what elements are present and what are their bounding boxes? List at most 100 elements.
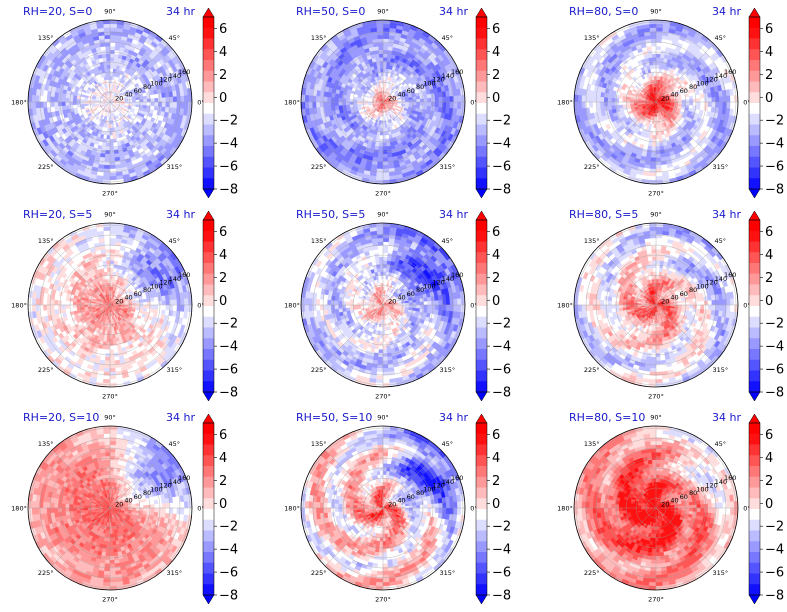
field-cell <box>707 101 713 108</box>
field-cell <box>65 101 70 107</box>
field-cell <box>326 96 332 103</box>
field-cell <box>423 101 428 107</box>
field-cell <box>378 53 384 58</box>
colorbar-band <box>476 113 487 125</box>
field-cell <box>83 99 88 103</box>
field-cell <box>109 138 114 144</box>
field-cell <box>106 138 111 144</box>
field-cell <box>382 164 390 170</box>
field-cell <box>655 172 663 177</box>
colorbar-band <box>749 124 760 136</box>
field-cell <box>103 172 111 177</box>
field-cell <box>378 146 384 151</box>
angle-tick-label: 225° <box>311 163 327 171</box>
field-cell <box>382 146 388 151</box>
colorbar-band <box>749 135 760 147</box>
field-cell <box>31 94 36 103</box>
panel-time-label: 34 hr <box>166 5 195 18</box>
radial-tick-label: 60 <box>407 87 415 95</box>
field-cell <box>655 23 664 28</box>
field-cell <box>102 138 107 144</box>
field-cell <box>655 57 661 62</box>
colorbar-tick-label: −4 <box>492 137 511 152</box>
field-cell <box>382 27 390 32</box>
field-cell <box>180 95 185 103</box>
field-cell <box>68 101 74 106</box>
field-cell <box>386 60 391 66</box>
field-cell <box>416 101 421 106</box>
field-cell <box>707 96 713 103</box>
field-cell <box>730 94 735 103</box>
colorbar-band <box>749 49 760 61</box>
field-cell <box>655 42 662 47</box>
angle-tick-label: 180° <box>11 99 27 107</box>
field-cell <box>457 101 462 110</box>
field-cell <box>655 64 660 69</box>
field-cell <box>385 64 390 70</box>
field-cell <box>652 64 657 69</box>
field-cell <box>109 164 117 170</box>
colorbar-tick-label: −8 <box>492 183 511 198</box>
field-cell <box>651 142 657 147</box>
field-cell <box>65 97 70 103</box>
field-cell <box>107 124 111 129</box>
colorbar-band <box>476 38 487 50</box>
field-cell <box>338 97 343 103</box>
field-cell <box>726 95 731 103</box>
colorbar-band <box>203 113 214 125</box>
colorbar-band <box>476 167 487 179</box>
field-cell <box>382 172 390 177</box>
polar-plot: 90°45°0°315°270°225°180°135°20 40 60 801001… <box>11 211 238 402</box>
field-cell <box>184 94 189 103</box>
field-cell <box>109 153 116 159</box>
field-cell <box>382 23 391 28</box>
field-cell <box>655 60 660 66</box>
field-cell <box>652 138 657 144</box>
field-cell <box>146 105 152 110</box>
field-cell <box>109 53 115 58</box>
angular-grid-line <box>109 43 169 103</box>
field-cell <box>143 101 148 106</box>
field-cell <box>438 101 443 108</box>
field-cell <box>378 142 384 147</box>
field-cell <box>308 101 313 109</box>
angle-tick-label: 225° <box>38 163 54 171</box>
field-cell <box>154 101 159 107</box>
field-cell <box>109 60 114 66</box>
field-cell <box>50 101 55 108</box>
field-cell <box>382 79 386 84</box>
radial-tick-label: 80 <box>143 83 151 91</box>
field-cell <box>382 71 386 77</box>
radial-tick-label: 160 <box>451 68 463 76</box>
field-cell <box>649 172 657 177</box>
field-cell <box>345 98 350 103</box>
field-cell <box>103 134 108 140</box>
colorbar-extend-max <box>202 7 215 18</box>
field-cell <box>596 96 601 103</box>
radial-tick-label: 120 <box>159 76 171 84</box>
field-cell <box>382 157 389 162</box>
field-cell <box>711 101 716 108</box>
field-cell <box>109 176 118 181</box>
angle-tick-label: 45° <box>169 34 181 42</box>
angle-tick-label: 90° <box>104 8 116 16</box>
panel-title: RH=20, S=0 <box>23 5 93 18</box>
field-cell <box>652 131 657 136</box>
colorbar-tick-label: 2 <box>219 68 227 83</box>
field-cell <box>379 64 384 69</box>
radial-tick-label: 20 <box>661 94 669 102</box>
colorbar-tick-label: 2 <box>765 68 773 83</box>
field-cell <box>377 42 384 47</box>
field-cell <box>692 98 698 103</box>
radial-tick-label: 160 <box>178 68 190 76</box>
field-cell <box>103 164 111 170</box>
field-cell <box>109 79 113 84</box>
radial-tick-label: 40 <box>397 91 405 99</box>
polar-plot: 90°45°0°315°270°225°180°135°20 40 60 801001… <box>557 8 784 199</box>
field-cell <box>382 60 387 66</box>
field-cell <box>711 96 716 103</box>
radial-tick-label: 160 <box>724 68 736 76</box>
field-cell <box>622 98 627 103</box>
colorbar-band <box>203 70 214 82</box>
field-cell <box>653 124 657 129</box>
